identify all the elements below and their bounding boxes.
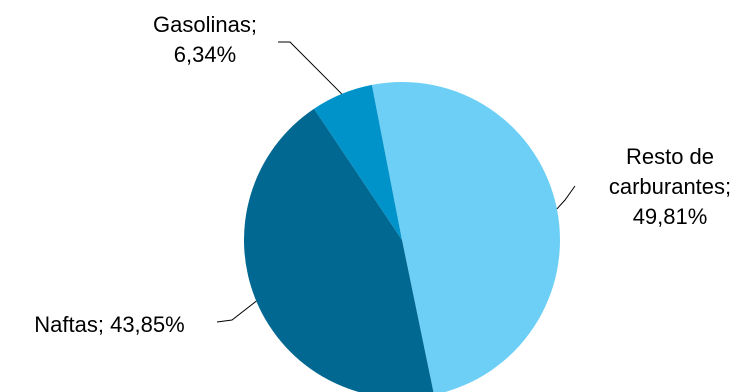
leader-line-naftas <box>216 300 257 323</box>
leader-line-gasolinas <box>278 41 343 95</box>
slice-label-gasolinas-line2: 6,34% <box>173 42 237 67</box>
pie-slice-naftas <box>244 108 434 392</box>
slice-label-gasolinas-line1: Gasolinas; <box>153 12 257 37</box>
slice-label-naftas-line1: Naftas; 43,85% <box>34 312 185 337</box>
slice-label-resto-line2: carburantes; <box>608 174 732 199</box>
leader-line-resto-de-carburantes <box>556 185 576 210</box>
slice-label-resto: Resto de carburantes; 49,81% <box>585 142 753 232</box>
pie-slice-resto-de-carburantes <box>371 82 560 392</box>
pie-slice-gasolinas <box>314 84 402 240</box>
slice-label-resto-line3: 49,81% <box>632 204 708 229</box>
slice-label-gasolinas: Gasolinas; 6,34% <box>130 10 280 70</box>
slice-label-resto-line1: Resto de <box>625 144 715 169</box>
slice-label-naftas: Naftas; 43,85% <box>2 310 217 340</box>
